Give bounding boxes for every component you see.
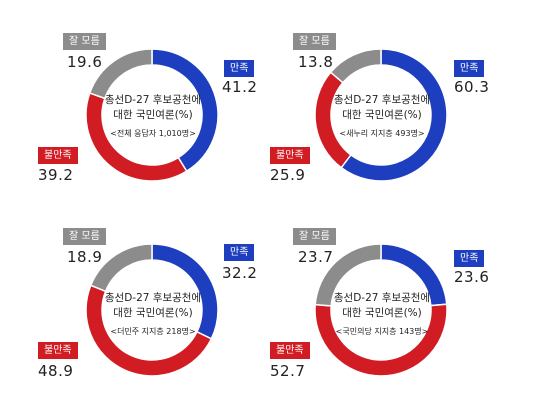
unknown-segment	[314, 243, 382, 307]
satisfied-label: 만족	[224, 244, 255, 261]
dissatisfied-label: 불만족	[38, 342, 78, 359]
unknown-label: 잘 모름	[293, 33, 336, 50]
satisfied-label: 만족	[224, 60, 255, 77]
chart-title-line2: 대한 국민여론(%)	[113, 109, 193, 121]
dissatisfied-value: 52.7	[270, 362, 306, 380]
unknown-segment	[88, 48, 153, 100]
chart-subtitle: <새누리 지지층 493명>	[339, 129, 425, 138]
chart-center-caption: 총선D-27 후보공천에 대한 국민여론(%) <국민의당 지지층 143명>	[327, 291, 437, 339]
unknown-value: 13.8	[298, 53, 334, 71]
dissatisfied-label: 불만족	[270, 342, 310, 359]
unknown-value: 18.9	[67, 248, 103, 266]
chart-center-caption: 총선D-27 후보공천에 대한 국민여론(%) <새누리 지지층 493명>	[327, 93, 437, 141]
unknown-label: 잘 모름	[293, 228, 336, 245]
chart-title-line1: 총선D-27 후보공천에	[333, 94, 431, 106]
chart-subtitle: <전체 응답자 1,010명>	[110, 129, 196, 138]
dissatisfied-label: 불만족	[38, 147, 78, 164]
chart-title-line2: 대한 국민여론(%)	[342, 109, 422, 121]
unknown-value: 19.6	[67, 53, 103, 71]
satisfied-value: 23.6	[454, 268, 490, 286]
dissatisfied-value: 48.9	[38, 362, 74, 380]
chart-subtitle: <국민의당 지지층 143명>	[335, 327, 429, 336]
chart-title-line1: 총선D-27 후보공천에	[333, 292, 431, 304]
chart-title-line1: 총선D-27 후보공천에	[104, 292, 202, 304]
chart-title-line1: 총선D-27 후보공천에	[104, 94, 202, 106]
dissatisfied-value: 39.2	[38, 166, 74, 184]
chart-center-caption: 총선D-27 후보공천에 대한 국민여론(%) <전체 응답자 1,010명>	[98, 93, 208, 141]
unknown-segment	[89, 243, 153, 293]
satisfied-value: 41.2	[222, 78, 258, 96]
dissatisfied-label: 불만족	[270, 147, 310, 164]
chart-title-line2: 대한 국민여론(%)	[342, 307, 422, 319]
unknown-label: 잘 모름	[63, 228, 106, 245]
satisfied-label: 만족	[454, 60, 485, 77]
chart-subtitle: <더민주 지지층 218명>	[110, 327, 196, 336]
chart-title-line2: 대한 국민여론(%)	[113, 307, 193, 319]
satisfied-value: 32.2	[222, 264, 258, 282]
dissatisfied-value: 25.9	[270, 166, 306, 184]
unknown-segment	[329, 48, 382, 84]
satisfied-label: 만족	[454, 250, 485, 267]
unknown-value: 23.7	[298, 248, 334, 266]
satisfied-value: 60.3	[454, 78, 490, 96]
chart-center-caption: 총선D-27 후보공천에 대한 국민여론(%) <더민주 지지층 218명>	[98, 291, 208, 339]
unknown-label: 잘 모름	[63, 33, 106, 50]
